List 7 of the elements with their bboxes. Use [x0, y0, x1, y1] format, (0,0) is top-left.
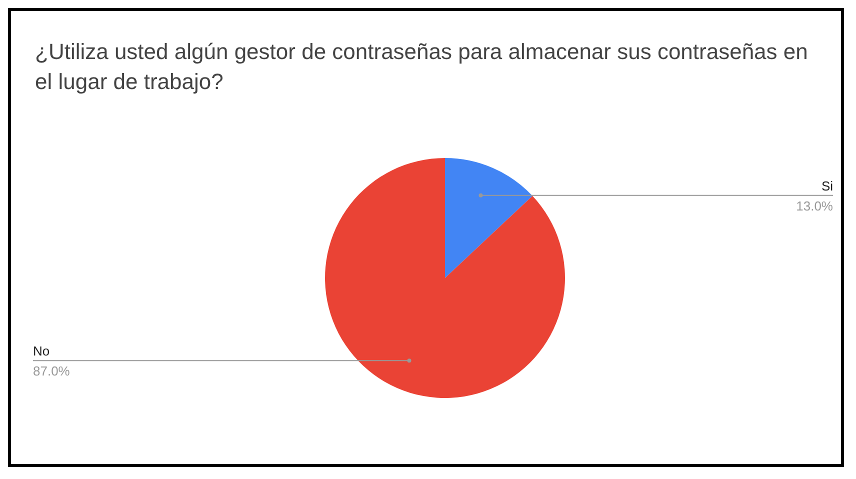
pie-slice — [445, 158, 532, 278]
data-label: 13.0% — [796, 198, 834, 214]
pie-slice — [325, 158, 565, 398]
slice-label: No — [33, 344, 50, 359]
chart-title: ¿Utiliza usted algún gestor de contraseñas para almacenar sus contraseñas en el lugar de trabajo? — [35, 38, 809, 96]
slice-label: Si — [821, 178, 834, 194]
data-label: 87.0% — [33, 364, 70, 379]
